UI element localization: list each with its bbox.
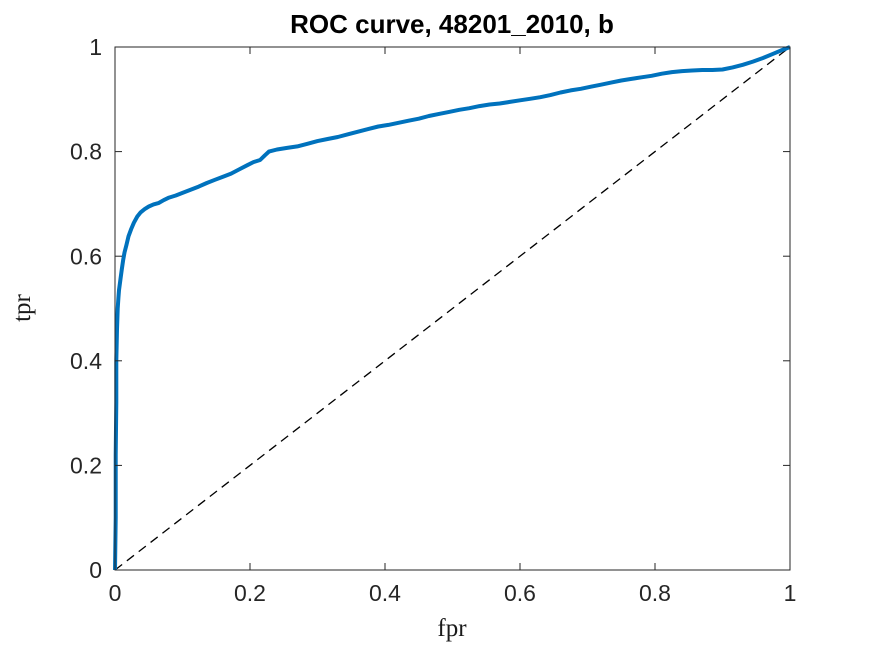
x-tick-label: 0.4 (369, 580, 401, 606)
x-tick-label: 1 (784, 580, 797, 606)
x-tick-label: 0.2 (234, 580, 266, 606)
y-axis-label: tpr (9, 293, 36, 321)
y-tick-label: 0 (89, 557, 102, 583)
y-tick-label: 0.6 (70, 243, 102, 269)
x-tick-label: 0 (109, 580, 122, 606)
roc-curve-line (113, 45, 791, 571)
y-tick-label: 0.4 (70, 348, 102, 374)
axes-box (114, 46, 791, 571)
y-tick-label: 0.2 (70, 452, 102, 478)
y-tick-label: 0.8 (70, 139, 102, 165)
x-tick-label: 0.8 (639, 580, 671, 606)
chart-title: ROC curve, 48201_2010, b (290, 9, 614, 39)
chance-diagonal-line (114, 46, 791, 571)
y-tick-label: 1 (89, 34, 102, 60)
x-axis-label: fpr (437, 615, 467, 642)
x-tick-label: 0.6 (504, 580, 536, 606)
plot-area: 0 0.2 0.4 0.6 0.8 1 0 0.2 0.4 0.6 0.8 1 (70, 34, 796, 606)
